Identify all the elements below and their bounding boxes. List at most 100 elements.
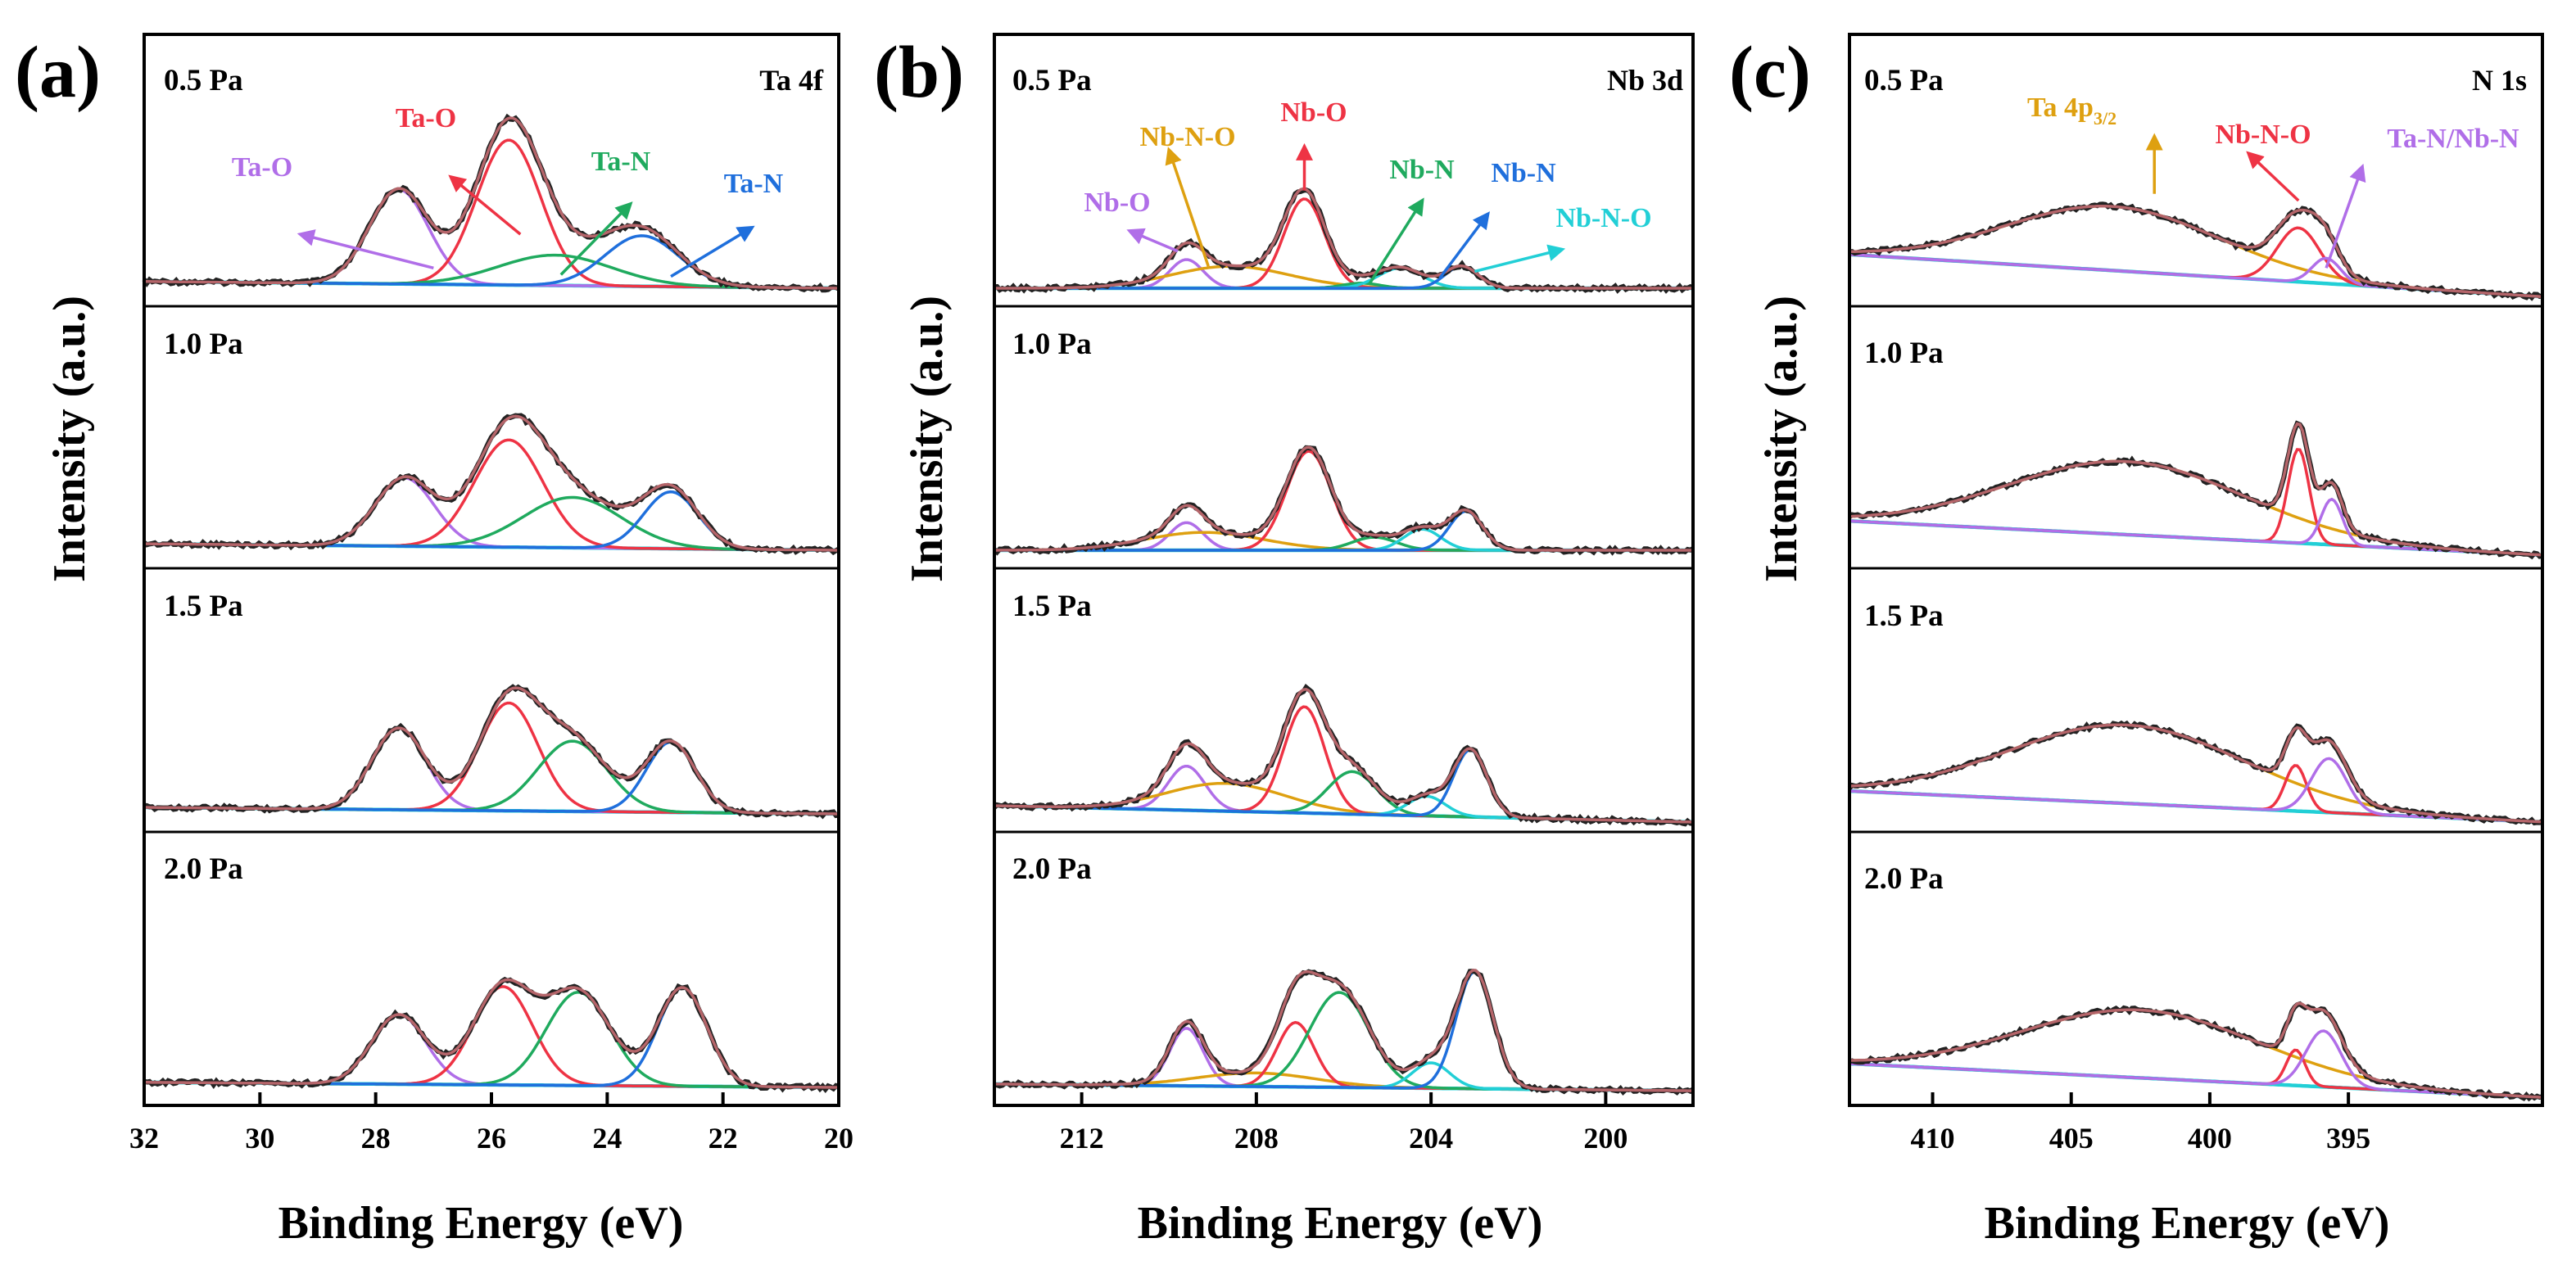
x-tick-label: 212 bbox=[1060, 1122, 1104, 1155]
annotation-ta-o-left: Ta-O bbox=[232, 152, 292, 183]
x-tick-label: 26 bbox=[477, 1122, 506, 1155]
annotation-nb-n-o: Nb-N-O bbox=[2215, 120, 2311, 150]
x-tick-label: 200 bbox=[1583, 1122, 1628, 1155]
annotation-nb-n-o-gold: Nb-N-O bbox=[1139, 122, 1235, 152]
row-label: 0.5 Pa bbox=[164, 64, 243, 97]
y-axis-label: Intensity (a.u.) bbox=[1756, 296, 1807, 582]
x-axis-label: Binding Energy (eV) bbox=[1985, 1198, 2390, 1249]
x-tick-label: 400 bbox=[2188, 1122, 2232, 1155]
panel-b: (b) Intensity (a.u.) Binding Energy (eV)… bbox=[874, 32, 1683, 1249]
x-tick-label: 28 bbox=[361, 1122, 391, 1155]
envelope-fit bbox=[994, 687, 1694, 824]
spectrum-row bbox=[994, 969, 1695, 1096]
spectrum-row bbox=[143, 684, 840, 820]
x-tick-label: 410 bbox=[1911, 1122, 1955, 1155]
plot-background bbox=[994, 34, 1693, 1105]
fit-component-ta-n-nb-n bbox=[1849, 1029, 2543, 1100]
annotation-arrow bbox=[448, 174, 522, 236]
panel-a: (a) Intensity (a.u.) Binding Energy (eV)… bbox=[15, 32, 824, 1249]
envelope-fit bbox=[994, 445, 1693, 552]
row-label: 1.5 Pa bbox=[1864, 599, 1944, 633]
panel-label: (b) bbox=[874, 32, 964, 113]
x-tick-label: 395 bbox=[2326, 1122, 2370, 1155]
x-tick-label: 20 bbox=[824, 1122, 853, 1155]
annotation-arrow bbox=[1126, 228, 1179, 253]
y-axis-label: Intensity (a.u.) bbox=[44, 296, 95, 582]
envelope-fit bbox=[994, 187, 1693, 290]
annotation-ta-4p-main: Ta 4p bbox=[2027, 93, 2094, 123]
row-label: 2.0 Pa bbox=[1864, 862, 1944, 896]
annotation-arrow bbox=[1165, 147, 1210, 267]
spectrum-row bbox=[1849, 1001, 2543, 1102]
envelope-fit bbox=[144, 978, 839, 1089]
row-label: 1.5 Pa bbox=[1012, 590, 1092, 623]
envelope-fit bbox=[1849, 1001, 2543, 1099]
spectrum-row bbox=[1848, 420, 2543, 560]
plot-area-c: 410 405 400 395 bbox=[1847, 33, 2544, 1155]
annotation-ta-n-blue: Ta-N bbox=[724, 169, 784, 199]
annotation-nb-n-o-cyan: Nb-N-O bbox=[1555, 203, 1651, 233]
element-label: Ta 4f bbox=[759, 64, 824, 97]
panel-c: (c) Intensity (a.u.) Binding Energy (eV)… bbox=[1729, 32, 2527, 1249]
x-tick-label: 204 bbox=[1409, 1122, 1453, 1155]
x-axis-label: Binding Energy (eV) bbox=[1138, 1198, 1543, 1249]
annotation-arrow bbox=[559, 201, 633, 276]
annotation-arrow bbox=[2246, 151, 2300, 202]
row-label: 0.5 Pa bbox=[1864, 64, 1944, 97]
envelope-fit bbox=[1849, 422, 2543, 557]
plot-frame bbox=[1848, 33, 2544, 1107]
element-label: N 1s bbox=[2472, 64, 2527, 97]
envelope-fit bbox=[144, 414, 839, 552]
annotation-nb-o-purple: Nb-O bbox=[1084, 188, 1150, 218]
x-axis: 32 30 28 26 24 22 20 bbox=[129, 1092, 853, 1155]
envelope-fit bbox=[144, 686, 839, 816]
annotation-nb-n-green: Nb-N bbox=[1389, 155, 1455, 185]
annotation-ta-n-nb-n: Ta-N/Nb-N bbox=[2387, 124, 2519, 154]
spectrum-row bbox=[992, 445, 1695, 556]
row-label: 1.5 Pa bbox=[164, 590, 243, 623]
x-axis-label: Binding Energy (eV) bbox=[278, 1198, 684, 1249]
annotation-nb-o-red: Nb-O bbox=[1280, 97, 1347, 128]
spectrum-row bbox=[142, 113, 840, 293]
plot-area-b: 212 208 204 200 bbox=[992, 33, 1695, 1155]
annotation-arrow bbox=[1369, 197, 1424, 284]
annotation-arrow bbox=[1474, 244, 1566, 273]
row-label: 1.0 Pa bbox=[1012, 328, 1092, 361]
panel-label: (c) bbox=[1729, 32, 1811, 113]
spectrum-row bbox=[143, 976, 840, 1093]
annotation-nb-n-blue: Nb-N bbox=[1491, 158, 1556, 188]
envelope-fit bbox=[144, 116, 839, 290]
fit-component-ta-n-nb-n bbox=[1849, 757, 2543, 824]
annotation-ta-n-green: Ta-N bbox=[591, 147, 651, 177]
row-label: 1.0 Pa bbox=[1864, 337, 1944, 370]
annotation-ta-4p-subscript: 3/2 bbox=[2094, 108, 2116, 129]
x-axis: 212 208 204 200 bbox=[1060, 1092, 1628, 1155]
row-label: 1.0 Pa bbox=[164, 328, 243, 361]
y-axis-label: Intensity (a.u.) bbox=[902, 296, 953, 582]
panel-label: (a) bbox=[15, 32, 101, 113]
fit-component-ta-n-nb-n bbox=[1849, 497, 2543, 557]
annotation-ta-4p: Ta 4p3/2 bbox=[2027, 93, 2116, 129]
plot-background bbox=[1849, 34, 2542, 1105]
annotation-ta-o-right: Ta-O bbox=[396, 103, 456, 133]
envelope-fit bbox=[994, 969, 1693, 1092]
row-label: 2.0 Pa bbox=[164, 852, 243, 886]
row-label: 2.0 Pa bbox=[1012, 852, 1092, 886]
x-tick-label: 32 bbox=[129, 1122, 159, 1155]
x-axis: 410 405 400 395 bbox=[1911, 1092, 2370, 1155]
x-tick-label: 30 bbox=[245, 1122, 274, 1155]
row-label: 0.5 Pa bbox=[1012, 64, 1092, 97]
spectrum-row bbox=[1849, 201, 2543, 301]
annotation-arrow bbox=[297, 229, 434, 269]
spectrum-row bbox=[992, 684, 1694, 827]
envelope-fit bbox=[1849, 205, 2543, 299]
annotation-arrow bbox=[1438, 211, 1490, 279]
x-tick-label: 24 bbox=[592, 1122, 622, 1155]
spectrum-row bbox=[994, 187, 1695, 294]
x-tick-label: 405 bbox=[2049, 1122, 2094, 1155]
envelope-fit bbox=[1849, 723, 2543, 824]
plot-frame bbox=[993, 33, 1695, 1107]
spectrum-row bbox=[1847, 720, 2544, 826]
x-tick-label: 22 bbox=[709, 1122, 738, 1155]
